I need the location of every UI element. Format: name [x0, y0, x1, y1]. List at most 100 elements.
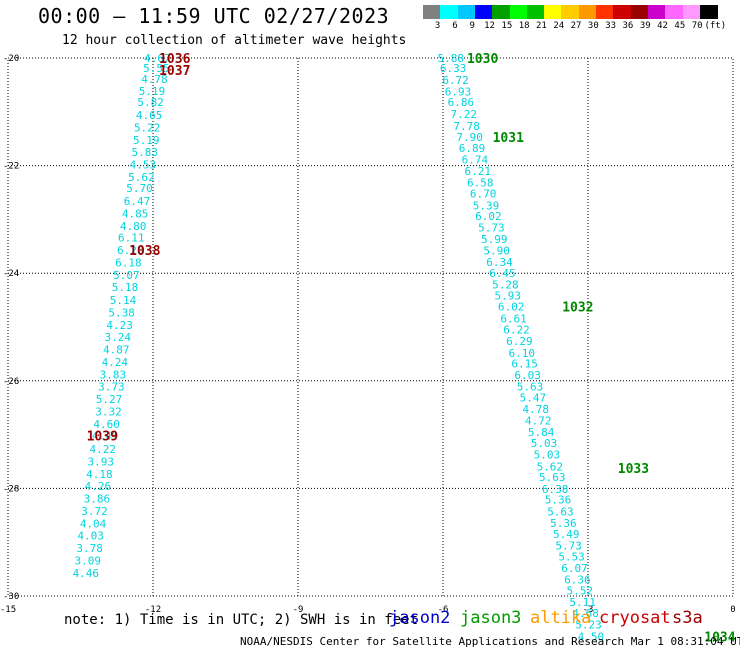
wave-height-label: 5.36 [545, 494, 572, 507]
color-swatch [509, 5, 528, 19]
color-swatch [630, 5, 649, 19]
wave-height-label: 5.53 [558, 551, 585, 564]
color-scale-label: 70 [691, 21, 703, 31]
color-scale-label: 9 [469, 21, 475, 31]
time-label: 1031 [493, 131, 524, 146]
wave-height-label: 5.73 [478, 221, 505, 234]
color-swatch [492, 5, 510, 19]
wave-height-label: 4.22 [89, 443, 116, 456]
wave-height-label: 6.36 [564, 573, 591, 586]
color-scale-label: (ft) [704, 21, 727, 31]
wave-height-label: 6.33 [440, 62, 467, 75]
color-scale-label: 36 [622, 21, 634, 31]
wave-height-label: 4.50 [578, 630, 605, 643]
wave-height-label: 4.18 [86, 468, 113, 481]
wave-height-label: 4.87 [103, 344, 130, 357]
wave-height-label: 5.63 [547, 506, 574, 519]
wave-height-label: 3.24 [104, 331, 131, 344]
wave-height-label: 4.23 [106, 319, 133, 332]
wave-height-label: 4.53 [130, 159, 157, 172]
wave-height-label: 3.73 [98, 381, 125, 394]
color-scale-label: 6 [452, 21, 458, 31]
wave-height-label: 4.65 [136, 109, 163, 122]
wave-height-label: 5.62 [537, 460, 564, 473]
wave-height-label: 3.72 [81, 505, 108, 518]
wave-height-label: 5.93 [495, 289, 522, 302]
color-scale-label: 27 [570, 21, 582, 31]
color-swatch [647, 5, 666, 19]
x-tick-label: -9 [293, 605, 304, 615]
color-swatch [526, 5, 545, 19]
x-tick-label: -15 [0, 605, 16, 615]
legend-s3a: s3a [672, 608, 703, 628]
wave-height-label: 5.18 [112, 281, 139, 294]
x-tick-label: -6 [438, 605, 449, 615]
credit-text: NOAA/NESDIS Center for Satellite Applica… [240, 635, 740, 648]
wave-height-label: 5.47 [520, 391, 547, 404]
y-tick-label: -28 [3, 484, 19, 494]
color-scale-label: 24 [553, 21, 565, 31]
wave-height-label: 5.63 [539, 471, 566, 484]
wave-height-label: 4.85 [122, 207, 149, 220]
legend-altika: altika [530, 608, 592, 628]
wave-height-label: 5.49 [553, 528, 580, 541]
y-tick-label: -20 [3, 54, 19, 64]
color-swatch [474, 5, 493, 19]
wave-height-label: 6.89 [459, 142, 486, 155]
wave-height-label: 5.27 [96, 393, 123, 406]
wave-height-label: 4.68 [572, 607, 599, 620]
wave-height-label: 4.80 [120, 220, 147, 233]
wave-height-label: 6.47 [124, 195, 151, 208]
wave-height-label: 5.36 [550, 517, 577, 530]
wave-height-label: 6.61 [500, 312, 527, 325]
wave-height-label: 5.11 [569, 596, 596, 609]
wave-height-label: 6.02 [475, 210, 502, 223]
x-tick-label: -12 [145, 605, 161, 615]
y-tick-label: -22 [3, 162, 19, 172]
color-swatch [561, 5, 580, 19]
wave-height-label: 5.22 [134, 121, 161, 134]
wave-height-label: 4.04 [80, 517, 107, 530]
time-label: 1038 [129, 244, 160, 259]
wave-height-label: 5.83 [132, 146, 159, 159]
wave-height-label: 6.22 [503, 324, 530, 337]
wave-height-label: 4.60 [93, 418, 120, 431]
wave-height-label: 5.07 [113, 269, 140, 282]
color-swatch [596, 5, 614, 19]
wave-height-label: 6.86 [448, 96, 475, 109]
y-tick-label: -30 [3, 592, 19, 602]
wave-height-label: 4.67 [144, 52, 171, 65]
color-swatch [578, 5, 597, 19]
wave-height-label: 4.49 [92, 430, 119, 443]
wave-height-label: 5.03 [534, 449, 561, 462]
color-swatch [423, 5, 441, 19]
wave-height-label: 6.29 [506, 335, 533, 348]
wave-height-label: 5.70 [126, 182, 153, 195]
wave-height-label: 6.45 [489, 267, 516, 280]
color-swatch [457, 5, 476, 19]
wave-height-label: 5.62 [128, 171, 155, 184]
wave-height-label: 6.02 [498, 301, 525, 314]
color-swatch [665, 5, 683, 19]
color-swatch [440, 5, 459, 19]
legend-jason3: jason3 [460, 608, 522, 628]
time-label: 1033 [618, 462, 649, 477]
wave-height-label: 5.38 [108, 306, 135, 319]
wave-height-label: 4.24 [102, 356, 129, 369]
wave-height-label: 5.14 [110, 294, 137, 307]
time-label: 1032 [562, 301, 593, 316]
wave-height-label: 4.72 [525, 415, 552, 428]
time-label: 1037 [159, 64, 190, 79]
color-scale-label: 39 [639, 21, 651, 31]
wave-height-label: 7.22 [451, 108, 478, 121]
wave-height-label: 3.32 [95, 405, 122, 418]
time-label: 1039 [87, 430, 118, 445]
wave-height-label: 6.93 [445, 85, 472, 98]
chart-title: 00:00 – 11:59 UTC 02/27/2023 [38, 4, 390, 28]
wave-height-label: 4.03 [77, 530, 104, 543]
color-swatch [699, 5, 718, 19]
wave-height-label: 6.28 [117, 244, 144, 257]
color-scale-label: 12 [484, 21, 495, 31]
